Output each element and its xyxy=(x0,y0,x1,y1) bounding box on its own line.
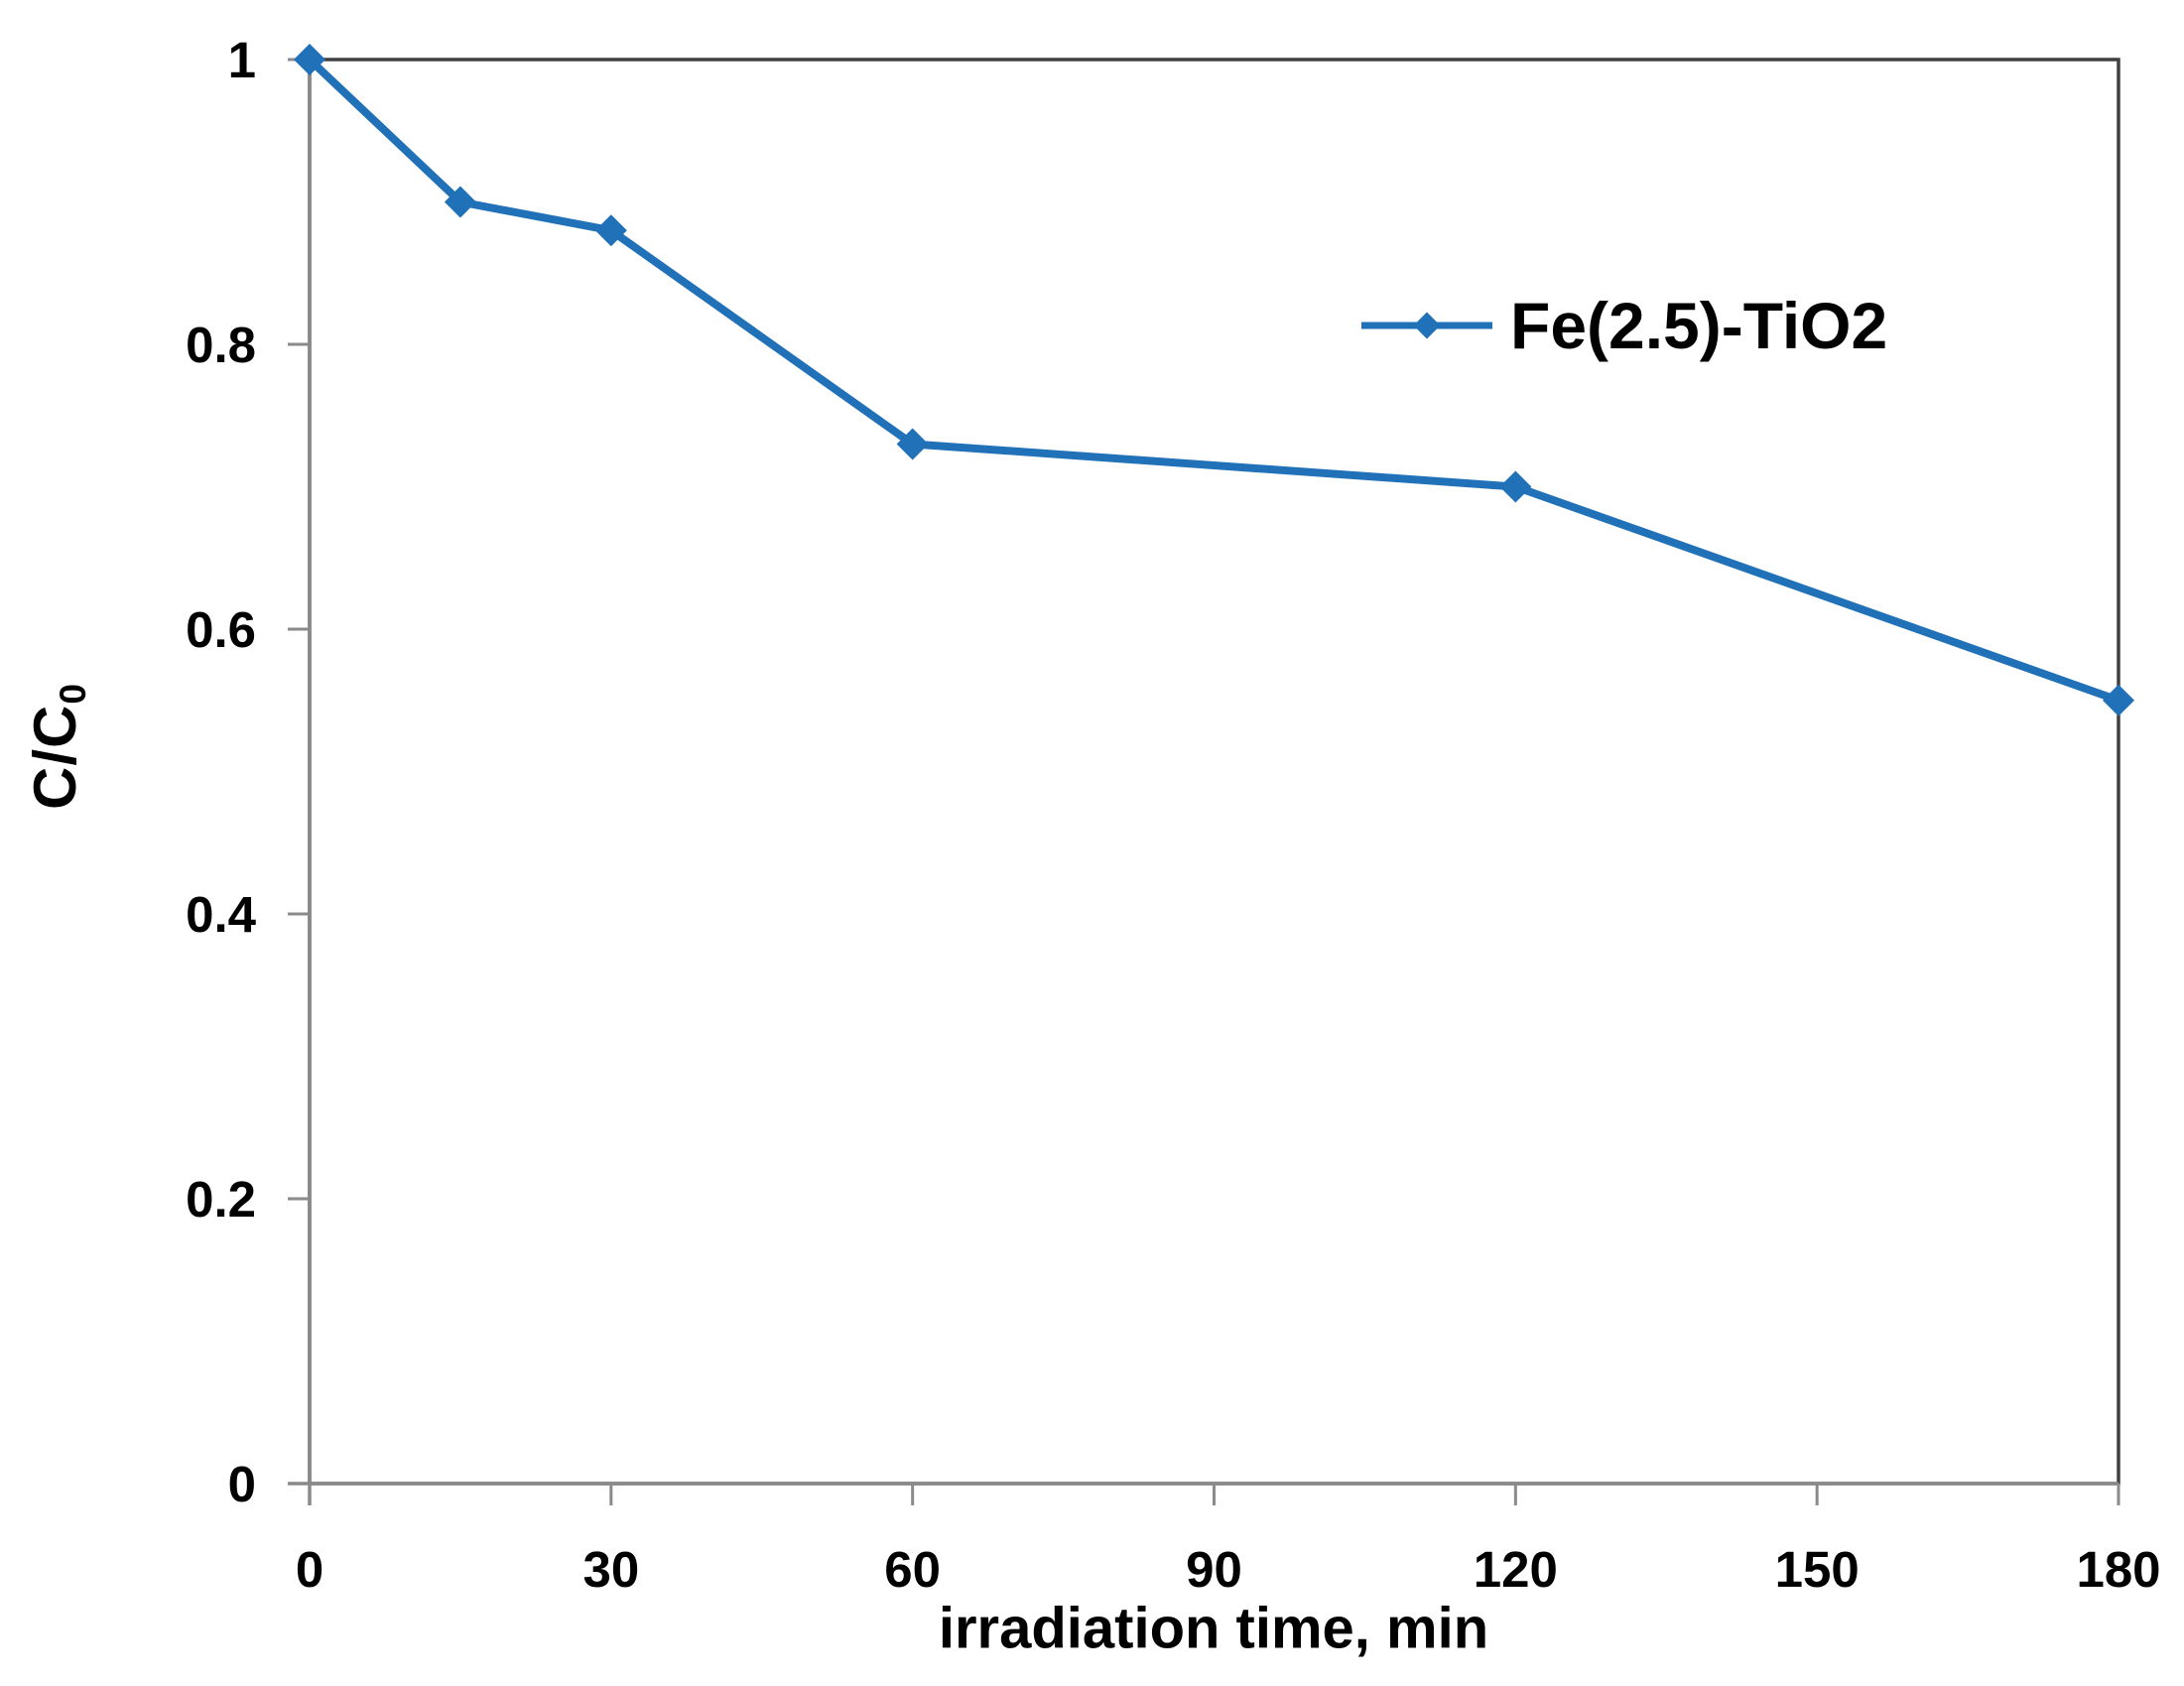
x-axis-title: irradiation time, min xyxy=(938,1596,1489,1661)
series-point-marker xyxy=(896,428,929,460)
x-tick-label: 60 xyxy=(884,1541,941,1598)
y-axis-title-subscript: 0 xyxy=(52,682,94,705)
x-tick-label: 90 xyxy=(1186,1541,1242,1598)
legend-label: Fe(2.5)-TiO2 xyxy=(1510,289,1888,362)
x-tick-label: 0 xyxy=(296,1541,323,1598)
x-tick-label: 180 xyxy=(2076,1541,2160,1598)
y-tick-label: 0.6 xyxy=(186,601,256,658)
y-axis-title: C/C0 xyxy=(21,683,94,810)
y-axis-title-main: C/C xyxy=(21,704,88,811)
legend: Fe(2.5)-TiO2 xyxy=(1357,293,1887,358)
x-tick-label: 30 xyxy=(582,1541,639,1598)
series-point-marker xyxy=(1499,470,1532,503)
y-tick-label: 0.4 xyxy=(186,886,257,943)
legend-series-marker-icon xyxy=(1361,312,1492,339)
series-point-marker xyxy=(594,214,627,247)
y-tick-label: 1 xyxy=(228,32,256,88)
series-line xyxy=(306,56,2122,705)
y-tick-label: 0.2 xyxy=(186,1171,256,1228)
series-point-marker xyxy=(2103,684,2134,716)
x-tick-label: 120 xyxy=(1474,1541,1558,1598)
x-tick-label: 150 xyxy=(1775,1541,1860,1598)
y-tick-label: 0.8 xyxy=(186,317,256,373)
plot-area-border xyxy=(308,58,2120,1486)
series-point-marker xyxy=(294,44,325,75)
series-point-marker xyxy=(444,186,476,218)
y-tick-label: 0 xyxy=(228,1456,256,1512)
